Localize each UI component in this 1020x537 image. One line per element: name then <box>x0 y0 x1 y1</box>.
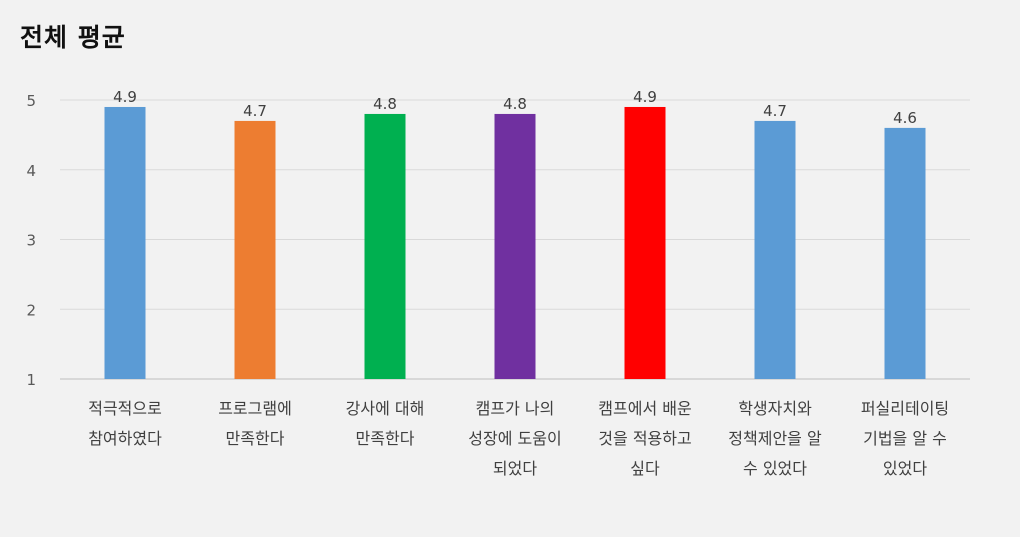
bar <box>104 106 146 379</box>
x-tick-label-line: 강사에 대해 <box>346 399 425 418</box>
chart-title: 전체 평균 <box>20 23 126 52</box>
data-label: 4.7 <box>243 102 267 120</box>
y-tick-label: 3 <box>26 232 36 250</box>
x-tick-label-line: 캠프가 나의 <box>476 399 555 418</box>
bar <box>494 113 536 379</box>
y-tick-label: 2 <box>26 301 36 319</box>
bars <box>104 106 926 380</box>
data-label: 4.9 <box>113 88 137 106</box>
data-label: 4.8 <box>373 95 397 113</box>
x-tick-label-line: 수 있었다 <box>743 459 807 478</box>
bar <box>884 127 926 380</box>
x-tick-label-line: 프로그램에 <box>218 399 292 418</box>
x-tick-label-line: 기법을 알 수 <box>863 429 947 448</box>
x-tick-label-line: 성장에 도움이 <box>468 429 561 448</box>
y-tick-label: 5 <box>26 92 36 110</box>
x-tick-label-line: 적극적으로 <box>88 399 162 418</box>
x-tick-label-line: 만족한다 <box>356 429 415 448</box>
x-tick-label-line: 참여하였다 <box>88 429 162 448</box>
data-label: 4.6 <box>893 109 917 127</box>
x-tick-label-line: 만족한다 <box>226 429 285 448</box>
x-tick-label-line: 싶다 <box>630 459 660 478</box>
y-axis-ticks: 1 2 3 4 5 <box>26 92 36 389</box>
x-tick-label-line: 캠프에서 배운 <box>598 399 691 418</box>
bar <box>364 113 406 379</box>
x-tick-label-line: 정책제안을 알 <box>728 429 822 448</box>
x-tick-label-line: 학생자치와 <box>738 399 812 418</box>
data-label: 4.7 <box>763 102 787 120</box>
bar <box>624 106 666 379</box>
x-tick-label-line: 것을 적용하고 <box>598 429 691 448</box>
y-tick-label: 4 <box>26 162 36 180</box>
data-labels: 4.9 4.7 4.8 4.8 4.9 4.7 4.6 <box>113 88 917 127</box>
bar <box>234 120 276 380</box>
x-tick-label-line: 있었다 <box>883 459 927 478</box>
bar <box>754 120 796 380</box>
data-label: 4.8 <box>503 95 527 113</box>
x-tick-label-line: 되었다 <box>493 459 537 478</box>
data-label: 4.9 <box>633 88 657 106</box>
y-tick-label: 1 <box>26 371 36 389</box>
x-tick-label-line: 퍼실리테이팅 <box>861 399 949 418</box>
